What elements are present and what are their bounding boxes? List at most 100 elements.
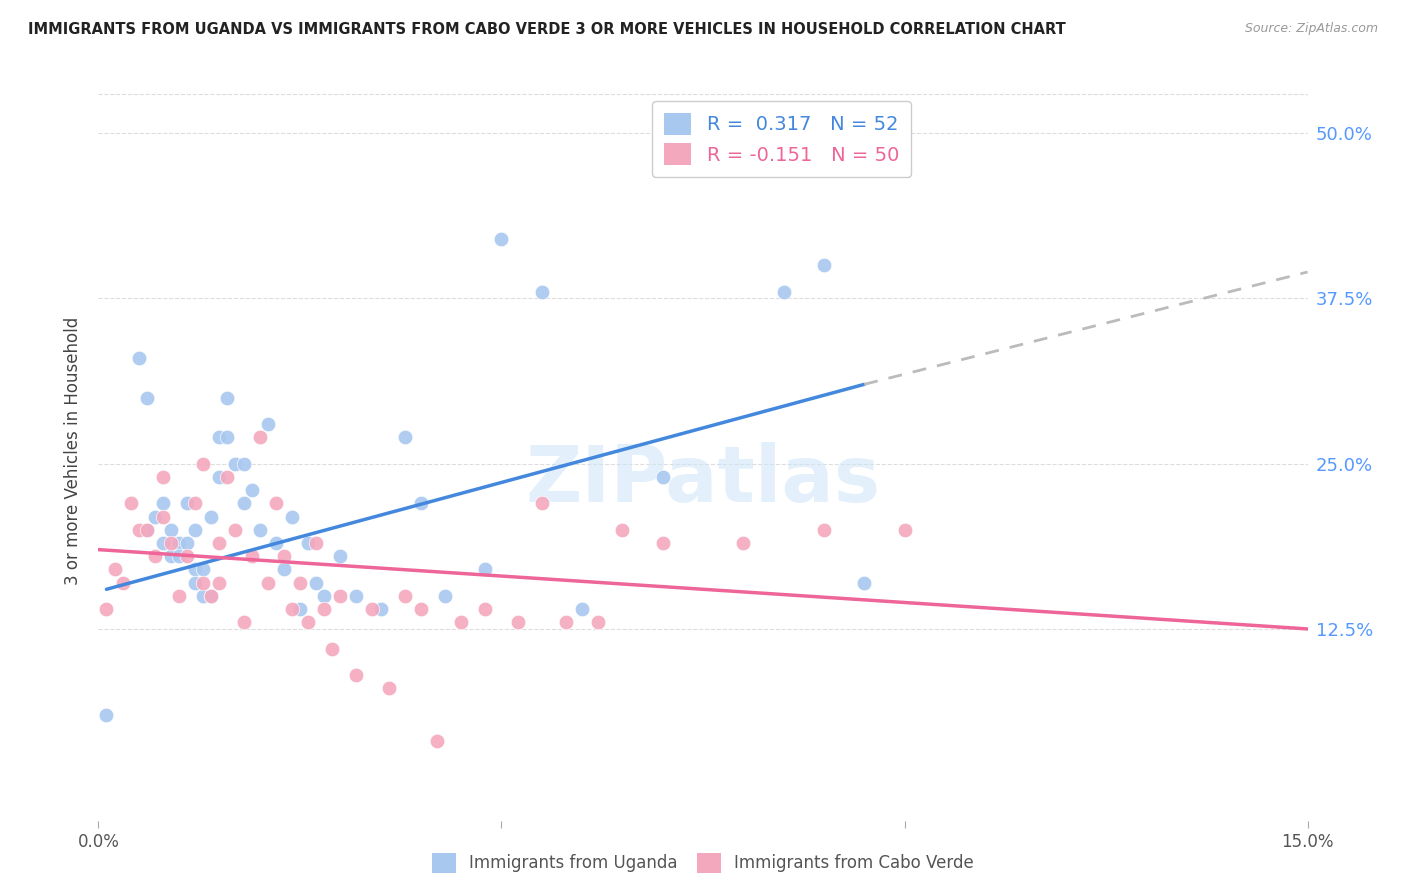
Point	[240, 483, 263, 497]
Point	[491, 232, 513, 246]
Point	[530, 285, 553, 299]
Point	[176, 496, 198, 510]
Text: IMMIGRANTS FROM UGANDA VS IMMIGRANTS FROM CABO VERDE 3 OR MORE VEHICLES IN HOUSE: IMMIGRANTS FROM UGANDA VS IMMIGRANTS FRO…	[28, 22, 1066, 37]
Point	[377, 681, 399, 696]
Point	[264, 536, 287, 550]
Point	[208, 430, 231, 444]
Point	[96, 707, 118, 722]
Legend: R =  0.317   N = 52, R = -0.151   N = 50: R = 0.317 N = 52, R = -0.151 N = 50	[652, 101, 911, 178]
Point	[111, 575, 134, 590]
Text: Source: ZipAtlas.com: Source: ZipAtlas.com	[1244, 22, 1378, 36]
Point	[184, 575, 207, 590]
Point	[152, 496, 174, 510]
Point	[772, 285, 794, 299]
Y-axis label: 3 or more Vehicles in Household: 3 or more Vehicles in Household	[65, 317, 83, 584]
Point	[370, 602, 392, 616]
Point	[167, 536, 190, 550]
Point	[152, 509, 174, 524]
Point	[249, 430, 271, 444]
Text: ZIPatlas: ZIPatlas	[526, 442, 880, 518]
Point	[193, 457, 215, 471]
Point	[208, 536, 231, 550]
Point	[103, 562, 125, 576]
Point	[232, 496, 254, 510]
Point	[651, 536, 673, 550]
Point	[135, 523, 157, 537]
Point	[344, 589, 367, 603]
Point	[474, 602, 496, 616]
Point	[893, 523, 915, 537]
Point	[176, 536, 198, 550]
Point	[409, 496, 432, 510]
Point	[224, 523, 246, 537]
Point	[297, 615, 319, 630]
Point	[733, 126, 755, 140]
Point	[321, 641, 343, 656]
Point	[281, 602, 304, 616]
Point	[256, 417, 278, 431]
Point	[361, 602, 384, 616]
Point	[409, 602, 432, 616]
Point	[152, 470, 174, 484]
Point	[450, 615, 472, 630]
Point	[160, 536, 183, 550]
Point	[217, 430, 239, 444]
Point	[200, 589, 222, 603]
Point	[314, 589, 336, 603]
Point	[193, 562, 215, 576]
Point	[184, 496, 207, 510]
Point	[555, 615, 578, 630]
Point	[256, 575, 278, 590]
Point	[394, 589, 416, 603]
Point	[281, 509, 304, 524]
Point	[329, 589, 352, 603]
Point	[128, 351, 150, 365]
Point	[217, 391, 239, 405]
Point	[143, 549, 166, 564]
Point	[651, 470, 673, 484]
Point	[184, 562, 207, 576]
Point	[200, 509, 222, 524]
Point	[160, 523, 183, 537]
Point	[297, 536, 319, 550]
Point	[208, 470, 231, 484]
Point	[143, 509, 166, 524]
Point	[434, 589, 457, 603]
Point	[530, 496, 553, 510]
Point	[152, 536, 174, 550]
Point	[305, 536, 328, 550]
Point	[506, 615, 529, 630]
Point	[853, 575, 876, 590]
Point	[120, 496, 142, 510]
Point	[314, 602, 336, 616]
Point	[249, 523, 271, 537]
Point	[733, 536, 755, 550]
Point	[135, 523, 157, 537]
Point	[612, 523, 634, 537]
Point	[232, 615, 254, 630]
Point	[167, 549, 190, 564]
Point	[176, 549, 198, 564]
Point	[128, 523, 150, 537]
Point	[184, 523, 207, 537]
Point	[167, 589, 190, 603]
Point	[288, 602, 311, 616]
Point	[264, 496, 287, 510]
Point	[273, 562, 295, 576]
Point	[193, 589, 215, 603]
Point	[474, 562, 496, 576]
Point	[329, 549, 352, 564]
Point	[394, 430, 416, 444]
Point	[813, 259, 835, 273]
Point	[305, 575, 328, 590]
Point	[200, 589, 222, 603]
Point	[240, 549, 263, 564]
Point	[232, 457, 254, 471]
Legend: Immigrants from Uganda, Immigrants from Cabo Verde: Immigrants from Uganda, Immigrants from …	[426, 847, 980, 880]
Point	[288, 575, 311, 590]
Point	[586, 615, 609, 630]
Point	[96, 602, 118, 616]
Point	[193, 575, 215, 590]
Point	[571, 602, 593, 616]
Point	[208, 575, 231, 590]
